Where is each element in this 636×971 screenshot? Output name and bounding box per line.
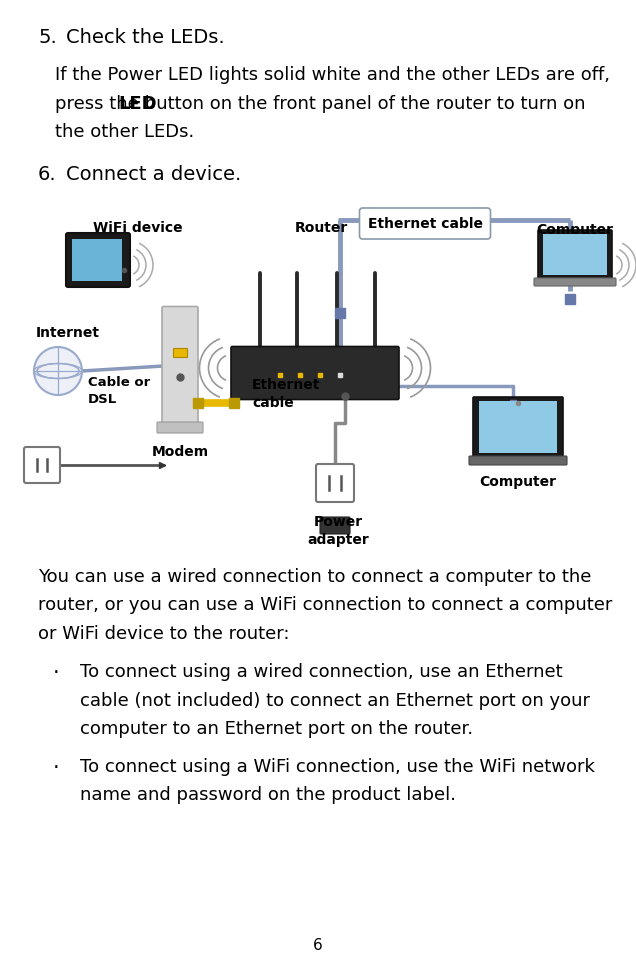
FancyBboxPatch shape bbox=[157, 422, 203, 433]
FancyBboxPatch shape bbox=[543, 234, 607, 275]
Text: computer to an Ethernet port on the router.: computer to an Ethernet port on the rout… bbox=[80, 720, 473, 738]
FancyBboxPatch shape bbox=[316, 464, 354, 502]
Text: Ethernet
cable: Ethernet cable bbox=[252, 378, 321, 411]
Text: Computer: Computer bbox=[480, 475, 556, 489]
Text: You can use a wired connection to connect a computer to the: You can use a wired connection to connec… bbox=[38, 568, 591, 586]
Text: Power
adapter: Power adapter bbox=[307, 515, 369, 548]
Text: Connect a device.: Connect a device. bbox=[66, 165, 241, 184]
FancyBboxPatch shape bbox=[24, 447, 60, 483]
FancyBboxPatch shape bbox=[66, 233, 130, 287]
FancyBboxPatch shape bbox=[173, 349, 187, 357]
Text: button on the front panel of the router to turn on: button on the front panel of the router … bbox=[139, 94, 586, 113]
Text: Ethernet cable: Ethernet cable bbox=[368, 217, 483, 230]
FancyBboxPatch shape bbox=[162, 307, 198, 424]
Text: Computer: Computer bbox=[537, 223, 614, 237]
FancyBboxPatch shape bbox=[359, 208, 490, 239]
FancyBboxPatch shape bbox=[469, 456, 567, 465]
Text: Internet: Internet bbox=[36, 326, 100, 340]
Text: If the Power LED lights solid white and the other LEDs are off,: If the Power LED lights solid white and … bbox=[55, 66, 610, 84]
FancyBboxPatch shape bbox=[534, 278, 616, 286]
Text: To connect using a wired connection, use an Ethernet: To connect using a wired connection, use… bbox=[80, 663, 563, 681]
Text: Check the LEDs.: Check the LEDs. bbox=[66, 28, 225, 47]
Text: Modem: Modem bbox=[151, 445, 209, 459]
Text: Router: Router bbox=[295, 221, 349, 235]
Text: LED: LED bbox=[118, 94, 156, 113]
Text: cable (not included) to connect an Ethernet port on your: cable (not included) to connect an Ether… bbox=[80, 691, 590, 710]
Text: WiFi device: WiFi device bbox=[93, 221, 183, 235]
Text: press the: press the bbox=[55, 94, 144, 113]
Text: or WiFi device to the router:: or WiFi device to the router: bbox=[38, 625, 289, 643]
FancyBboxPatch shape bbox=[479, 401, 557, 453]
FancyBboxPatch shape bbox=[473, 397, 563, 459]
Text: router, or you can use a WiFi connection to connect a computer: router, or you can use a WiFi connection… bbox=[38, 596, 612, 615]
Text: ·: · bbox=[53, 663, 60, 683]
Text: name and password on the product label.: name and password on the product label. bbox=[80, 787, 456, 805]
Text: Cable or
DSL: Cable or DSL bbox=[88, 376, 150, 406]
Circle shape bbox=[34, 347, 82, 395]
FancyBboxPatch shape bbox=[72, 239, 122, 281]
Text: the other LEDs.: the other LEDs. bbox=[55, 123, 194, 141]
FancyBboxPatch shape bbox=[320, 517, 350, 534]
Text: ·: · bbox=[53, 758, 60, 778]
Text: 6: 6 bbox=[313, 938, 323, 953]
FancyBboxPatch shape bbox=[231, 347, 399, 399]
Text: 6.: 6. bbox=[38, 165, 57, 184]
Text: 5.: 5. bbox=[38, 28, 57, 47]
FancyBboxPatch shape bbox=[538, 230, 612, 280]
Text: To connect using a WiFi connection, use the WiFi network: To connect using a WiFi connection, use … bbox=[80, 758, 595, 776]
